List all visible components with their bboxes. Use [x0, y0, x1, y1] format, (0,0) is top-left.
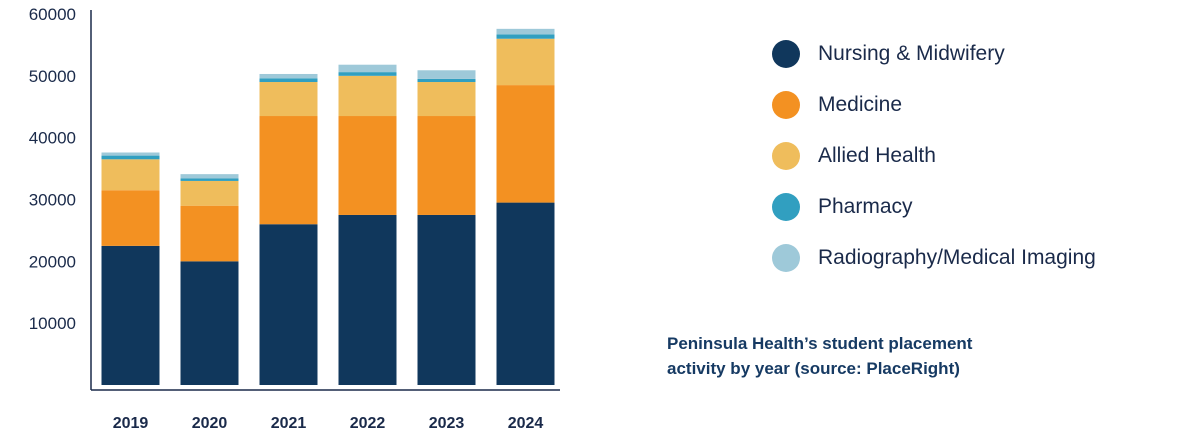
legend-item-radiography: Radiography/Medical Imaging [772, 232, 1096, 283]
bar-segment-allied-health-2022 [338, 75, 397, 117]
legend-label: Allied Health [818, 143, 936, 167]
bar-segment-medicine-2022 [338, 116, 397, 215]
bar-segment-radiography-medical-imaging-2021 [259, 73, 318, 79]
x-tick-label: 2021 [271, 415, 307, 432]
bar-segment-medicine-2019 [101, 190, 160, 246]
caption-line-1: Peninsula Health’s student placement [667, 334, 973, 353]
legend-swatch-allied-health [772, 141, 800, 170]
x-tick-label: 2020 [192, 415, 228, 432]
y-axis-labels: 10000 20000 30000 40000 50000 60000 [29, 5, 76, 333]
bar-segment-pharmacy-2020 [180, 178, 239, 181]
bar-segment-nursing-midwifery-2022 [338, 214, 397, 385]
legend-swatch-medicine [772, 90, 800, 119]
bar-segment-radiography-medical-imaging-2024 [496, 28, 555, 35]
bar-segment-radiography-medical-imaging-2020 [180, 174, 239, 179]
bar-segment-medicine-2020 [180, 205, 239, 262]
bar-segment-nursing-midwifery-2023 [417, 214, 476, 385]
legend-swatch-nursing-midwifery [772, 39, 800, 68]
chart-legend: Nursing & Midwifery Medicine Allied Heal… [772, 28, 1096, 283]
bar-segment-medicine-2024 [496, 85, 555, 203]
bar-segment-pharmacy-2023 [417, 78, 476, 83]
bar-segment-radiography-medical-imaging-2019 [101, 152, 160, 156]
bar-segment-allied-health-2024 [496, 38, 555, 86]
y-tick-label: 60000 [29, 5, 76, 24]
x-tick-label: 2022 [350, 415, 386, 432]
legend-item-medicine: Medicine [772, 79, 1096, 130]
x-axis-labels: 2019 2020 2021 2022 2023 2024 [113, 415, 544, 432]
y-tick-label: 20000 [29, 252, 76, 271]
chart-axes [90, 10, 560, 391]
legend-label: Nursing & Midwifery [818, 41, 1005, 65]
bar-segment-allied-health-2020 [180, 180, 239, 206]
bar-segment-radiography-medical-imaging-2022 [338, 64, 397, 73]
bar-segment-medicine-2023 [417, 116, 476, 215]
caption-line-2: activity by year (source: PlaceRight) [667, 359, 960, 378]
bar-segment-pharmacy-2021 [259, 78, 318, 83]
bar-segment-allied-health-2023 [417, 82, 476, 117]
x-tick-label: 2019 [113, 415, 149, 432]
bar-segment-radiography-medical-imaging-2023 [417, 70, 476, 79]
legend-swatch-radiography [772, 243, 800, 272]
bar-segment-medicine-2021 [259, 116, 318, 225]
chart-bars [101, 28, 555, 385]
legend-swatch-pharmacy [772, 192, 800, 221]
chart-caption: Peninsula Health’s student placement act… [667, 331, 1087, 381]
y-tick-label: 50000 [29, 67, 76, 86]
bar-segment-nursing-midwifery-2020 [180, 261, 239, 385]
y-tick-label: 40000 [29, 129, 76, 148]
bar-segment-pharmacy-2019 [101, 155, 160, 160]
x-tick-label: 2023 [429, 415, 465, 432]
bar-segment-allied-health-2019 [101, 159, 160, 191]
x-tick-label: 2024 [508, 415, 544, 432]
bar-segment-nursing-midwifery-2021 [259, 224, 318, 385]
legend-label: Medicine [818, 92, 903, 116]
legend-label: Pharmacy [818, 194, 913, 218]
y-tick-label: 30000 [29, 191, 76, 210]
legend-item-allied-health: Allied Health [772, 130, 1096, 181]
legend-item-pharmacy: Pharmacy [772, 181, 1096, 232]
bar-segment-pharmacy-2022 [338, 72, 397, 76]
legend-label: Radiography/Medical Imaging [818, 245, 1096, 269]
bar-segment-allied-health-2021 [259, 82, 318, 117]
y-tick-label: 10000 [29, 314, 76, 333]
legend-item-nursing-midwifery: Nursing & Midwifery [772, 28, 1096, 79]
bar-segment-pharmacy-2024 [496, 34, 555, 39]
bar-segment-nursing-midwifery-2024 [496, 202, 555, 385]
bar-segment-nursing-midwifery-2019 [101, 245, 160, 385]
